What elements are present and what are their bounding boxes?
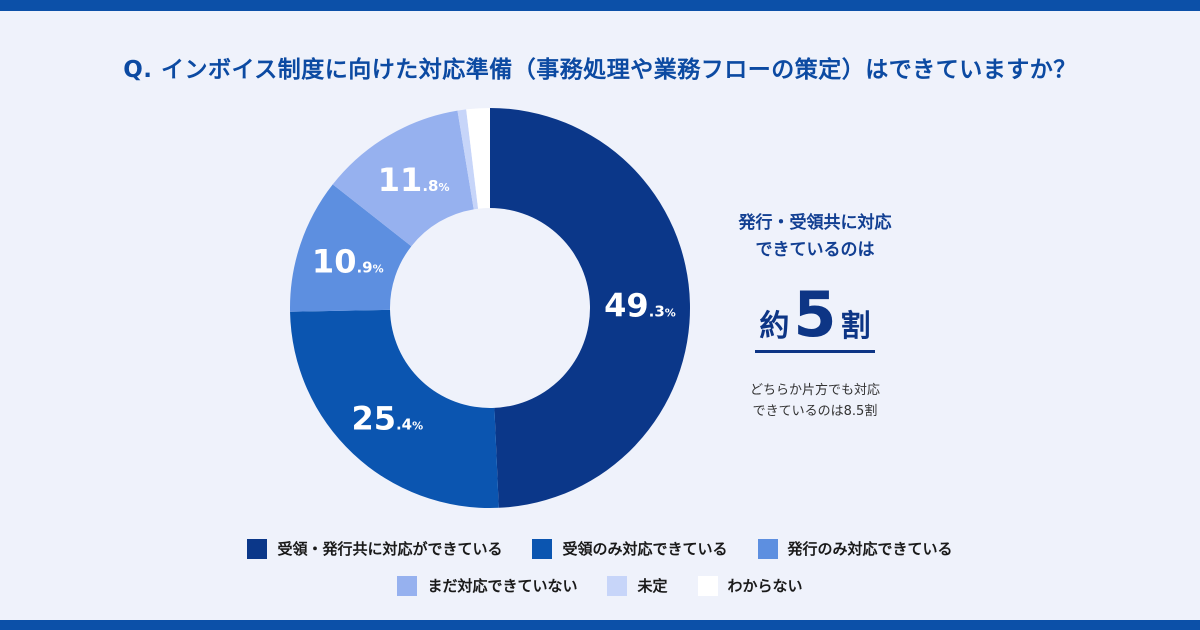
legend-label: 未定 <box>637 577 668 595</box>
donut-slice <box>490 108 691 508</box>
donut-slice <box>457 109 479 210</box>
top-accent-bar <box>0 0 1200 11</box>
donut-chart: 49.3% 25.4% 10.9% 11.8% <box>290 108 691 508</box>
question-title: Q. インボイス制度に向けた対応準備（事務処理や業務フローの策定）はできています… <box>123 57 1077 83</box>
summary-big-number: 5 <box>793 278 837 351</box>
summary-underline <box>755 350 875 353</box>
slice-value-label: 25.4% <box>351 399 423 437</box>
legend-row-2: まだ対応できていない 未定 わからない <box>0 575 1200 596</box>
legend-item: 発行のみ対応できている <box>757 538 953 559</box>
legend-row-1: 受領・発行共に対応ができている 受領のみ対応できている 発行のみ対応できている <box>0 538 1200 559</box>
bottom-accent-bar <box>0 620 1200 630</box>
summary-big-prefix: 約 <box>759 309 790 344</box>
summary-headline-line2: できているのは <box>755 240 875 260</box>
summary-subtext-line1: どちらか片方でも対応 <box>749 383 880 398</box>
legend-swatch <box>697 575 718 596</box>
slice-value-label: 49.3% <box>604 287 676 325</box>
legend-swatch <box>607 575 628 596</box>
legend-label: まだ対応できていない <box>427 577 578 595</box>
slice-value-label: 10.9% <box>312 242 384 280</box>
legend-item: 受領・発行共に対応ができている <box>247 538 502 559</box>
legend-item: 未定 <box>607 575 668 596</box>
summary-headline: 発行・受領共に対応 できているのは <box>715 210 915 264</box>
legend-item: まだ対応できていない <box>397 575 577 596</box>
summary-subtext-line2: できているのは8.5割 <box>752 404 878 419</box>
summary-big-figure: 約5 割 <box>715 278 915 351</box>
legend-label: 受領のみ対応できている <box>562 540 728 558</box>
legend-label: 発行のみ対応できている <box>787 540 953 558</box>
legend-swatch <box>757 538 778 559</box>
summary-subtext: どちらか片方でも対応 できているのは8.5割 <box>715 380 915 422</box>
donut-slice <box>332 110 474 247</box>
legend-swatch <box>247 538 268 559</box>
legend-item: わからない <box>697 575 803 596</box>
legend-item: 受領のみ対応できている <box>532 538 728 559</box>
summary-big-suffix: 割 <box>840 309 871 344</box>
legend-swatch <box>532 538 553 559</box>
donut-slice <box>290 309 499 508</box>
legend-label: わからない <box>727 577 803 595</box>
slice-value-label: 11.8% <box>378 161 450 199</box>
legend-swatch <box>397 575 418 596</box>
donut-slice <box>466 108 490 209</box>
legend-label: 受領・発行共に対応ができている <box>277 540 503 558</box>
donut-slice <box>290 184 412 312</box>
summary-headline-line1: 発行・受領共に対応 <box>738 213 892 233</box>
